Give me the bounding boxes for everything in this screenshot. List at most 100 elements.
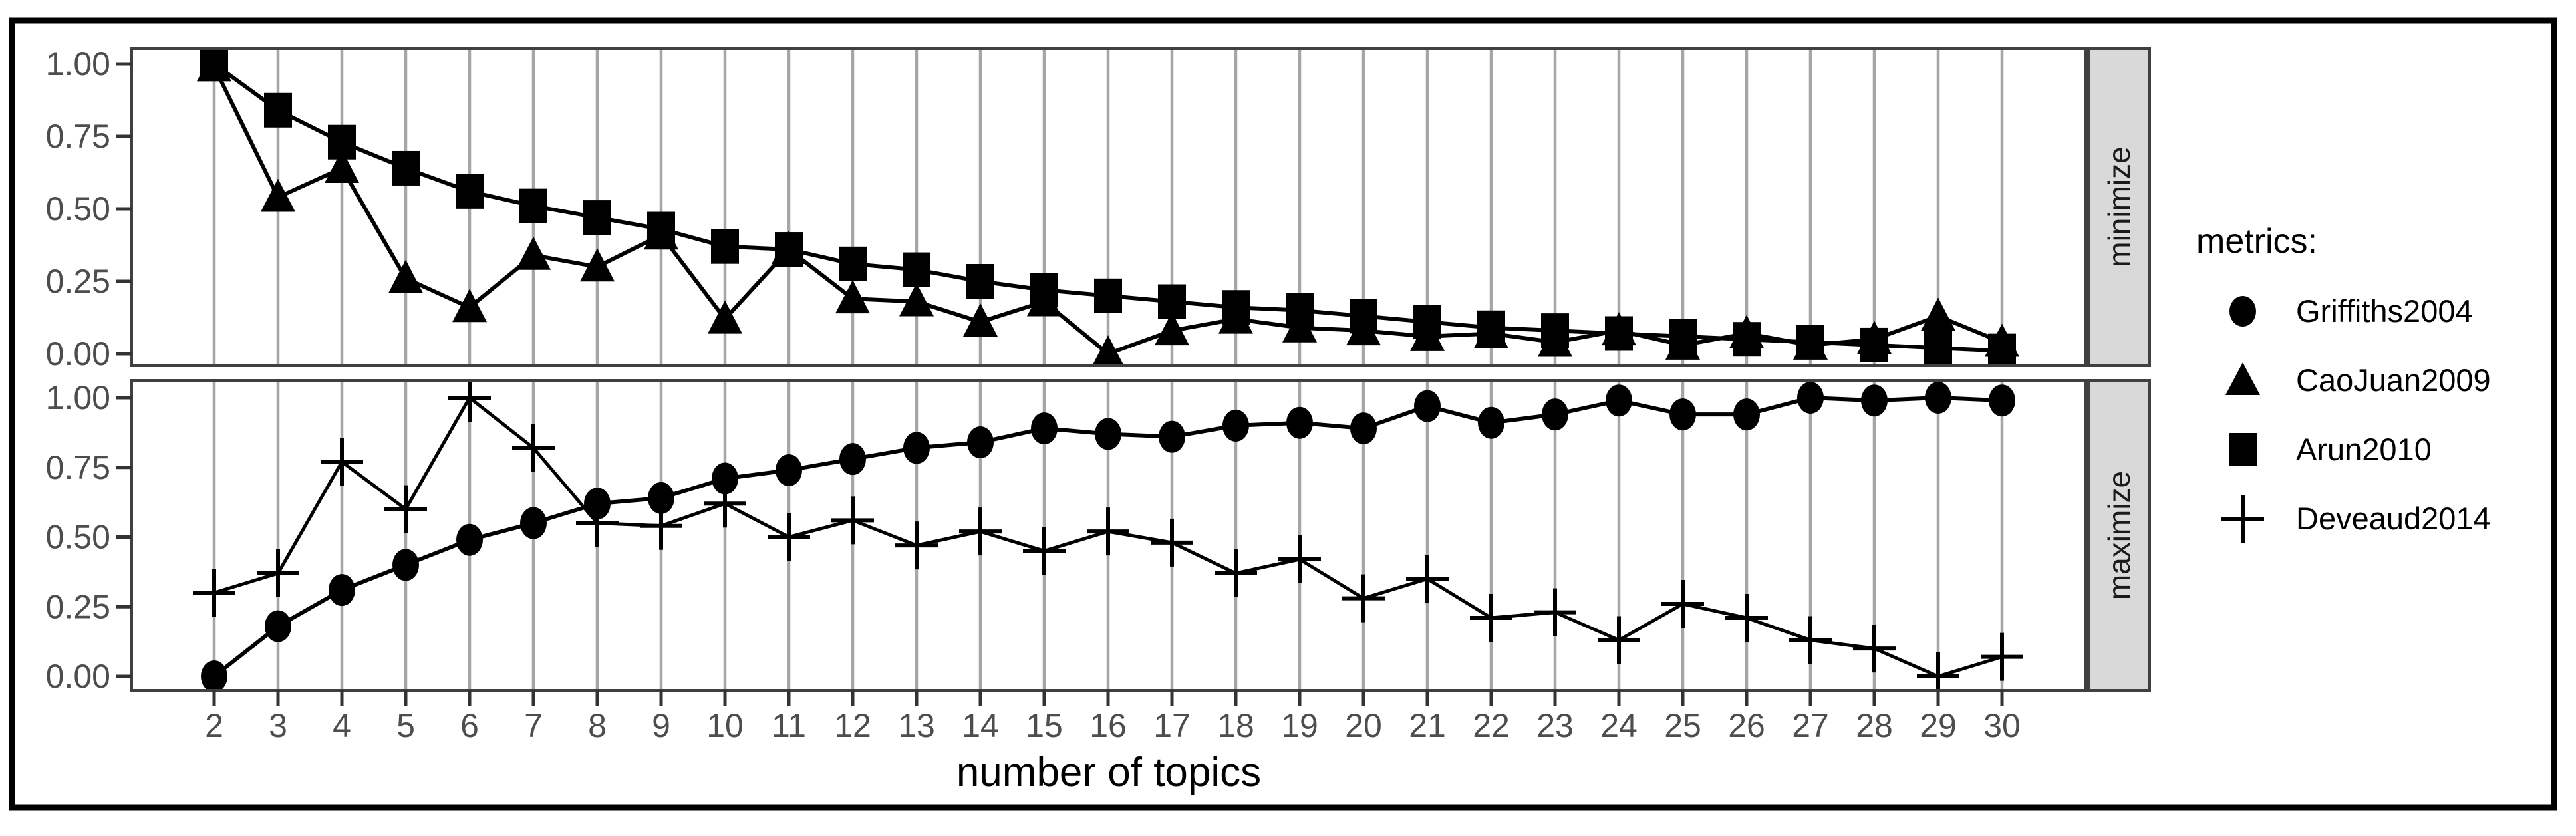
x-tick-label: 15 (1026, 707, 1063, 744)
circle-marker-icon (2229, 296, 2256, 327)
marker-arun2010 (647, 211, 675, 247)
x-tick-label: 12 (834, 707, 871, 744)
y-tick-label: 0.25 (46, 263, 110, 300)
marker-griffiths2004 (1478, 406, 1504, 439)
marker-caojuan2009 (708, 300, 742, 334)
marker-griffiths2004 (520, 507, 547, 539)
marker-griffiths2004 (1222, 409, 1249, 442)
marker-deveaud2014 (1406, 555, 1449, 603)
marker-griffiths2004 (1031, 412, 1058, 445)
marker-arun2010 (583, 200, 611, 235)
strip-minimize-background (2087, 47, 2151, 367)
marker-deveaud2014 (1087, 507, 1129, 556)
marker-caojuan2009 (835, 280, 870, 314)
marker-arun2010 (839, 246, 867, 281)
y-tick-label: 0.50 (46, 519, 110, 556)
marker-griffiths2004 (1797, 382, 1824, 414)
marker-arun2010 (1286, 293, 1314, 328)
marker-arun2010 (1733, 322, 1761, 357)
x-tick-label: 5 (396, 707, 415, 744)
marker-arun2010 (392, 150, 420, 186)
marker-arun2010 (200, 49, 228, 81)
marker-arun2010 (1605, 316, 1633, 351)
strip-maximize: maximize (2087, 379, 2151, 692)
marker-caojuan2009 (261, 178, 295, 212)
x-tick-label: 29 (1920, 707, 1957, 744)
marker-arun2010 (1158, 284, 1186, 319)
x-axis-title: number of topics (956, 750, 1261, 795)
marker-arun2010 (1924, 331, 1952, 366)
marker-deveaud2014 (1342, 574, 1385, 623)
y-tick-label: 0.00 (46, 335, 110, 372)
marker-caojuan2009 (899, 283, 934, 317)
y-tick-label: 1.00 (46, 45, 110, 82)
marker-griffiths2004 (329, 574, 355, 607)
x-tick-label: 27 (1792, 707, 1829, 744)
marker-griffiths2004 (1925, 382, 1951, 414)
marker-griffiths2004 (712, 462, 738, 495)
panel-minimize: 0.00 0.25 0.50 0.75 1.00 (46, 45, 2087, 372)
x-tick-label: 24 (1600, 707, 1638, 744)
facet-panels: 0.00 0.25 0.50 0.75 1.00 0.00 0.25 0.50 0.75 1.00… (46, 45, 2087, 744)
marker-caojuan2009 (1092, 335, 1124, 366)
marker-griffiths2004 (392, 549, 419, 581)
panel-maximize: 0.00 0.25 0.50 0.75 1.00 (46, 379, 2087, 695)
marker-caojuan2009 (1155, 312, 1189, 346)
marker-griffiths2004 (1861, 384, 1888, 417)
marker-deveaud2014 (1981, 632, 2023, 681)
series-layer (193, 380, 2023, 690)
marker-caojuan2009 (452, 289, 487, 323)
x-tick-label: 30 (1983, 707, 2021, 744)
legend-item-deveaud2014: Deveaud2014 (2221, 495, 2491, 543)
legend-item-label: Deveaud2014 (2296, 501, 2491, 536)
marker-deveaud2014 (1725, 594, 1768, 642)
marker-deveaud2014 (1023, 527, 1066, 575)
marker-caojuan2009 (1921, 297, 1955, 331)
marker-deveaud2014 (321, 438, 363, 486)
marker-arun2010 (966, 264, 994, 299)
series-layer (197, 49, 2019, 366)
marker-deveaud2014 (576, 499, 619, 547)
legend: metrics: Griffiths2004 CaoJuan2009 Arun2… (2196, 222, 2491, 543)
marker-deveaud2014 (1789, 616, 1832, 664)
x-tick-label: 2 (205, 707, 223, 744)
marker-caojuan2009 (963, 303, 998, 337)
marker-arun2010 (1413, 305, 1441, 340)
marker-deveaud2014 (1853, 625, 1896, 673)
marker-arun2010 (1030, 273, 1058, 308)
marker-deveaud2014 (1278, 535, 1321, 584)
marker-deveaud2014 (512, 424, 555, 472)
marker-deveaud2014 (193, 569, 235, 617)
triangle-marker-icon (2225, 362, 2260, 395)
marker-deveaud2014 (1215, 549, 1257, 597)
x-tick-label: 9 (652, 707, 670, 744)
strip-minimize-label: minimize (2102, 146, 2136, 267)
x-tick-label: 28 (1856, 707, 1893, 744)
marker-griffiths2004 (1159, 420, 1185, 453)
marker-griffiths2004 (839, 443, 866, 476)
marker-deveaud2014 (768, 513, 810, 561)
outer-border (9, 17, 2557, 811)
x-tick-label: 14 (962, 707, 999, 744)
marker-deveaud2014 (384, 485, 427, 533)
y-tick-label: 0.50 (46, 190, 110, 227)
marker-arun2010 (519, 188, 547, 223)
marker-arun2010 (1860, 327, 1888, 362)
strip-maximize-background (2087, 379, 2151, 692)
x-tick-label: 18 (1217, 707, 1254, 744)
marker-arun2010 (1477, 310, 1505, 345)
marker-arun2010 (1669, 319, 1697, 354)
x-tick-label: 6 (460, 707, 479, 744)
legend-item-griffiths2004: Griffiths2004 (2229, 293, 2473, 329)
marker-arun2010 (1988, 333, 2016, 366)
marker-caojuan2009 (516, 236, 551, 270)
square-marker-icon (2229, 433, 2257, 466)
x-tick-label: 17 (1153, 707, 1191, 744)
marker-deveaud2014 (831, 496, 874, 545)
marker-deveaud2014 (1534, 588, 1576, 636)
legend-item-label: CaoJuan2009 (2296, 362, 2491, 398)
marker-arun2010 (711, 229, 739, 264)
marker-caojuan2009 (580, 248, 615, 282)
